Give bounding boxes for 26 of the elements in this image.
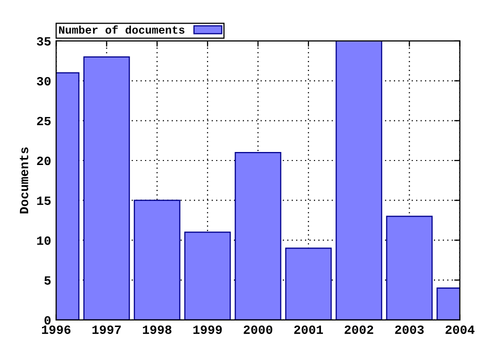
y-tick-label: 5 bbox=[44, 276, 51, 285]
x-tick-label: 2003 bbox=[395, 325, 424, 334]
x-tick-label: 1997 bbox=[92, 325, 121, 334]
bar bbox=[83, 56, 130, 320]
bar bbox=[184, 232, 231, 320]
y-tick-label: 30 bbox=[36, 76, 51, 86]
bar bbox=[134, 200, 180, 320]
x-tick-label: 1998 bbox=[142, 325, 172, 334]
bar bbox=[336, 40, 382, 320]
y-tick-label: 15 bbox=[37, 196, 51, 205]
x-tick-label: 2000 bbox=[244, 325, 272, 334]
x-tick-label: 2002 bbox=[344, 325, 374, 334]
bar bbox=[234, 152, 282, 320]
legend-label: Number of documents bbox=[59, 25, 184, 34]
y-tick-label: 0 bbox=[44, 316, 51, 325]
bar bbox=[386, 216, 433, 320]
y-tick-label: 25 bbox=[37, 116, 51, 126]
y-tick-label: 10 bbox=[37, 236, 51, 245]
x-tick-label: 2001 bbox=[294, 325, 323, 334]
bar bbox=[285, 248, 332, 320]
y-tick-label: 35 bbox=[36, 37, 51, 46]
y-tick-label: 20 bbox=[37, 156, 51, 166]
x-tick-label: 1996 bbox=[42, 325, 70, 334]
y-axis-title: Documents bbox=[20, 147, 28, 214]
x-tick-label: 1999 bbox=[193, 325, 222, 334]
x-tick-label: 2004 bbox=[446, 325, 474, 334]
